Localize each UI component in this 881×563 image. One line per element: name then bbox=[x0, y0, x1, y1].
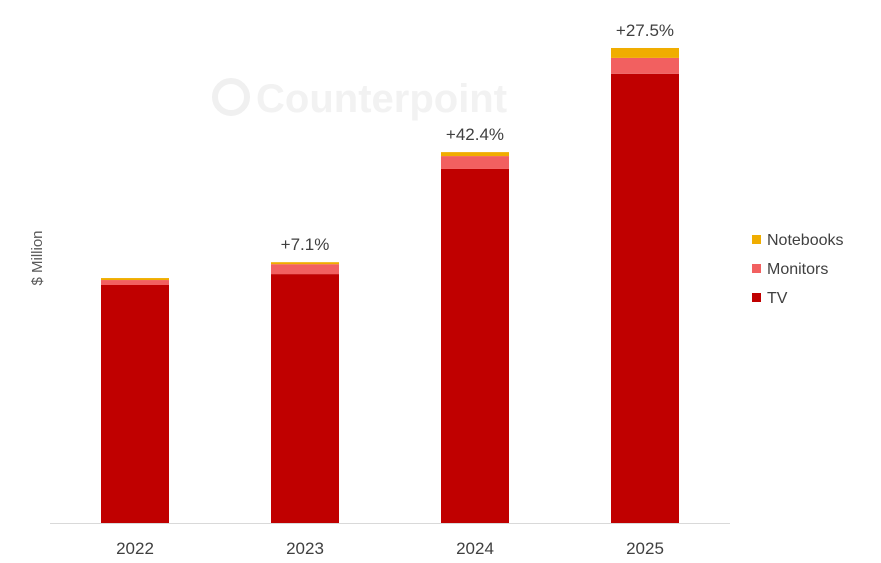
legend-swatch-notebooks bbox=[752, 235, 761, 244]
bar-tv-2023 bbox=[271, 274, 339, 523]
x-tick-label-2022: 2022 bbox=[116, 539, 154, 558]
watermark-logo-icon bbox=[212, 78, 250, 116]
legend-swatch-monitors bbox=[752, 264, 761, 273]
x-tick-label-2025: 2025 bbox=[626, 539, 664, 558]
growth-label-2024: +42.4% bbox=[446, 125, 504, 144]
bar-tv-2024 bbox=[441, 168, 509, 523]
bar-notebooks-2023 bbox=[271, 262, 339, 265]
watermark: Counterpoint bbox=[212, 77, 507, 121]
watermark-text: Counterpoint bbox=[256, 77, 507, 121]
bar-tv-2025 bbox=[611, 73, 679, 524]
y-axis-label: $ Million bbox=[29, 230, 46, 285]
growth-labels: +7.1% +42.4% +27.5% bbox=[281, 21, 674, 254]
legend-label-notebooks: Notebooks bbox=[767, 232, 844, 249]
legend-label-tv: TV bbox=[767, 290, 788, 307]
legend-swatch-tv bbox=[752, 293, 761, 302]
bars-group bbox=[101, 47, 679, 524]
legend: Notebooks Monitors TV bbox=[752, 232, 844, 307]
bar-monitors-2022 bbox=[101, 280, 169, 285]
bar-monitors-2024 bbox=[441, 156, 509, 169]
bar-monitors-2023 bbox=[271, 264, 339, 275]
x-tick-labels: 2022 2023 2024 2025 bbox=[116, 539, 664, 558]
bar-tv-2022 bbox=[101, 285, 169, 523]
x-tick-label-2023: 2023 bbox=[286, 539, 324, 558]
x-tick-label-2024: 2024 bbox=[456, 539, 494, 558]
growth-label-2023: +7.1% bbox=[281, 235, 330, 254]
bar-notebooks-2022 bbox=[101, 278, 169, 281]
legend-label-monitors: Monitors bbox=[767, 261, 828, 278]
bar-monitors-2025 bbox=[611, 57, 679, 74]
bar-notebooks-2025 bbox=[611, 47, 679, 58]
bar-notebooks-2024 bbox=[441, 152, 509, 157]
growth-label-2025: +27.5% bbox=[616, 21, 674, 40]
